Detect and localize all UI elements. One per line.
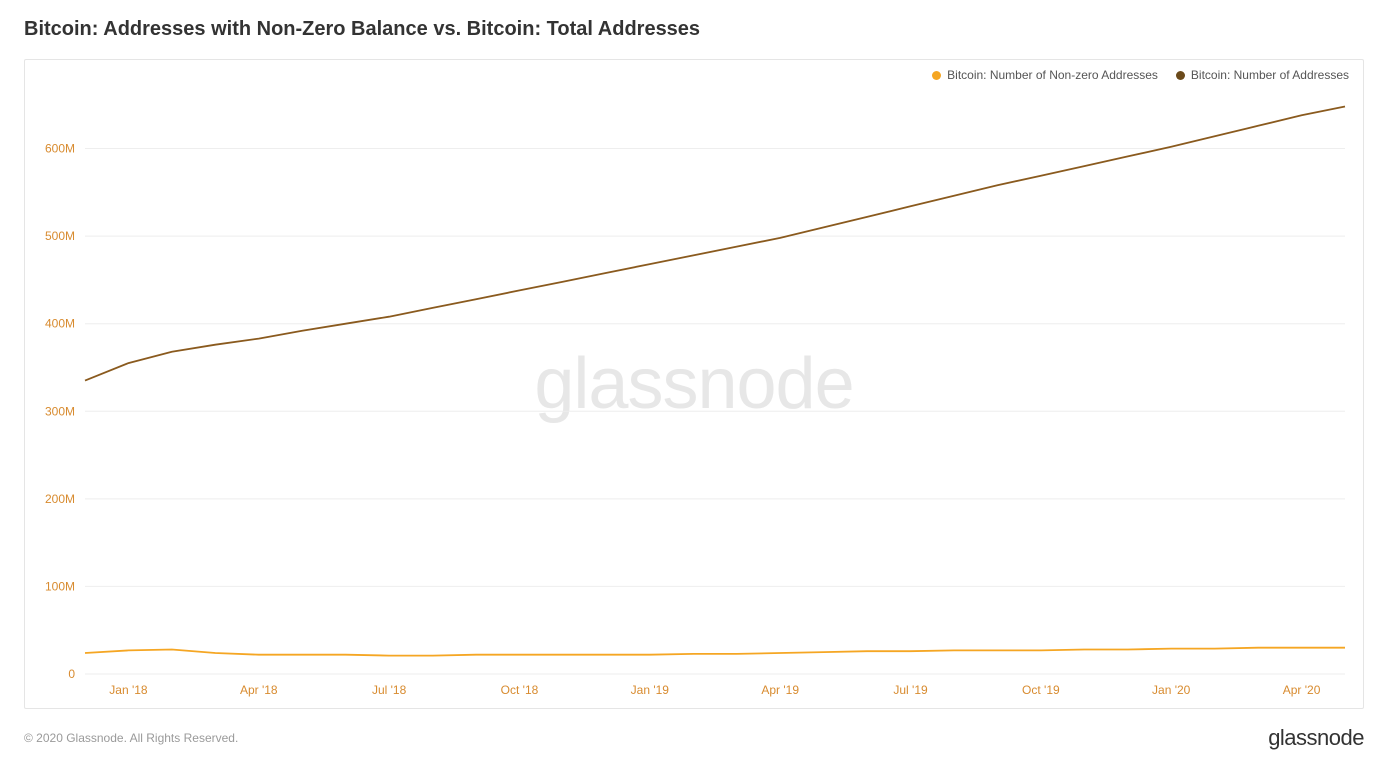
copyright-text: © 2020 Glassnode. All Rights Reserved.	[24, 731, 238, 745]
chart-container: Bitcoin: Number of Non-zero Addresses Bit…	[24, 59, 1364, 709]
x-tick-label: Apr '19	[761, 683, 799, 697]
y-tick-label: 500M	[45, 229, 75, 243]
footer: © 2020 Glassnode. All Rights Reserved. g…	[24, 725, 1364, 751]
chart-title: Bitcoin: Addresses with Non-Zero Balance…	[24, 18, 1364, 41]
x-tick-label: Oct '18	[501, 683, 539, 697]
y-tick-label: 300M	[45, 404, 75, 418]
series-group	[85, 107, 1345, 656]
x-tick-label: Jan '20	[1152, 683, 1191, 697]
series-line	[85, 648, 1345, 656]
y-tick-label: 100M	[45, 579, 75, 593]
legend-item: Bitcoin: Number of Addresses	[1176, 68, 1349, 82]
x-tick-label: Jan '19	[631, 683, 670, 697]
y-tick-label: 0	[68, 667, 75, 681]
y-tick-label: 600M	[45, 142, 75, 156]
x-tick-label: Jul '18	[372, 683, 407, 697]
x-tick-label: Apr '18	[240, 683, 278, 697]
x-tick-label: Jul '19	[893, 683, 928, 697]
x-tick-label: Oct '19	[1022, 683, 1060, 697]
series-line	[85, 107, 1345, 381]
y-tick-label: 400M	[45, 317, 75, 331]
chart-legend: Bitcoin: Number of Non-zero Addresses Bit…	[932, 68, 1349, 82]
legend-swatch-icon	[1176, 71, 1185, 80]
y-tick-label: 200M	[45, 492, 75, 506]
legend-label: Bitcoin: Number of Non-zero Addresses	[947, 68, 1158, 82]
brand-logo-text: glassnode	[1268, 725, 1364, 751]
x-tick-label: Jan '18	[109, 683, 148, 697]
chart-plot-svg: 0 100M 200M 300M 400M 500M 600M Jan '18 Apr '18 J…	[25, 60, 1363, 708]
legend-item: Bitcoin: Number of Non-zero Addresses	[932, 68, 1158, 82]
legend-swatch-icon	[932, 71, 941, 80]
legend-label: Bitcoin: Number of Addresses	[1191, 68, 1349, 82]
x-tick-label: Apr '20	[1283, 683, 1321, 697]
gridlines	[85, 149, 1345, 674]
